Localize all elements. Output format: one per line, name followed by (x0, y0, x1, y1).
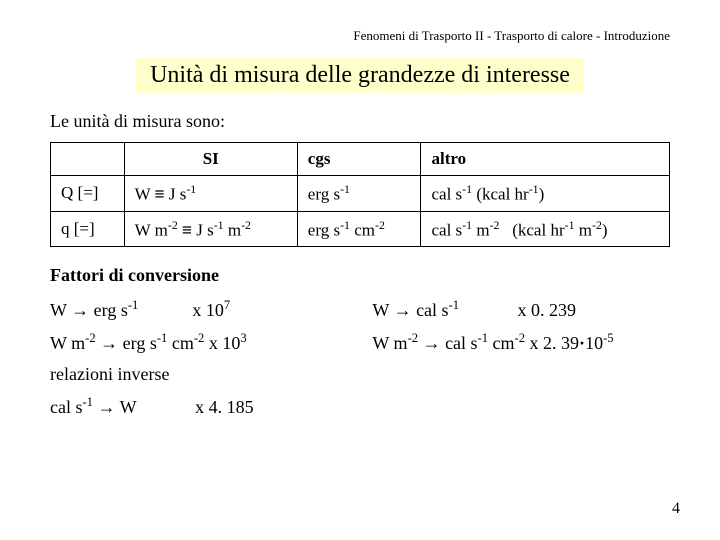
conversion-right: W → cal s-1 x 0. 239 (372, 298, 670, 321)
table-row: q [=] W m-2 ≡ J s-1 m-2 erg s-1 cm-2 cal… (51, 211, 670, 247)
table-row: Q [=] W ≡ J s-1 erg s-1 cal s-1 (kcal hr… (51, 176, 670, 212)
row-cgs: erg s-1 (297, 176, 421, 212)
conversion-right: W m-2 → cal s-1 cm-2 x 2. 39·10-5 (372, 331, 670, 354)
units-table: SI cgs altro Q [=] W ≡ J s-1 erg s-1 cal… (50, 142, 670, 247)
header-si: SI (124, 143, 297, 176)
breadcrumb: Fenomeni di Trasporto II - Trasporto di … (50, 28, 670, 44)
row-cgs: erg s-1 cm-2 (297, 211, 421, 247)
row-altro: cal s-1 m-2 (kcal hr-1 m-2) (421, 211, 670, 247)
header-altro: altro (421, 143, 670, 176)
row-si: W ≡ J s-1 (124, 176, 297, 212)
conversion-left: W → erg s-1 x 107 (50, 298, 372, 321)
conversion-left: W m-2 → erg s-1 cm-2 x 103 (50, 331, 372, 354)
intro-text: Le unità di misura sono: (50, 111, 670, 132)
inverse-label: relazioni inverse (50, 364, 670, 385)
row-altro: cal s-1 (kcal hr-1) (421, 176, 670, 212)
conversion-row: W m-2 → erg s-1 cm-2 x 103 W m-2 → cal s… (50, 331, 670, 354)
page-number: 4 (672, 500, 680, 518)
header-blank (51, 143, 125, 176)
factors-heading: Fattori di conversione (50, 265, 670, 286)
inverse-conversion: cal s-1 → W x 4. 185 (50, 395, 670, 418)
table-header-row: SI cgs altro (51, 143, 670, 176)
page-title: Unità di misura delle grandezze di inter… (136, 58, 584, 93)
row-label: Q [=] (51, 176, 125, 212)
row-label: q [=] (51, 211, 125, 247)
conversion-row: W → erg s-1 x 107 W → cal s-1 x 0. 239 (50, 298, 670, 321)
row-si: W m-2 ≡ J s-1 m-2 (124, 211, 297, 247)
header-cgs: cgs (297, 143, 421, 176)
